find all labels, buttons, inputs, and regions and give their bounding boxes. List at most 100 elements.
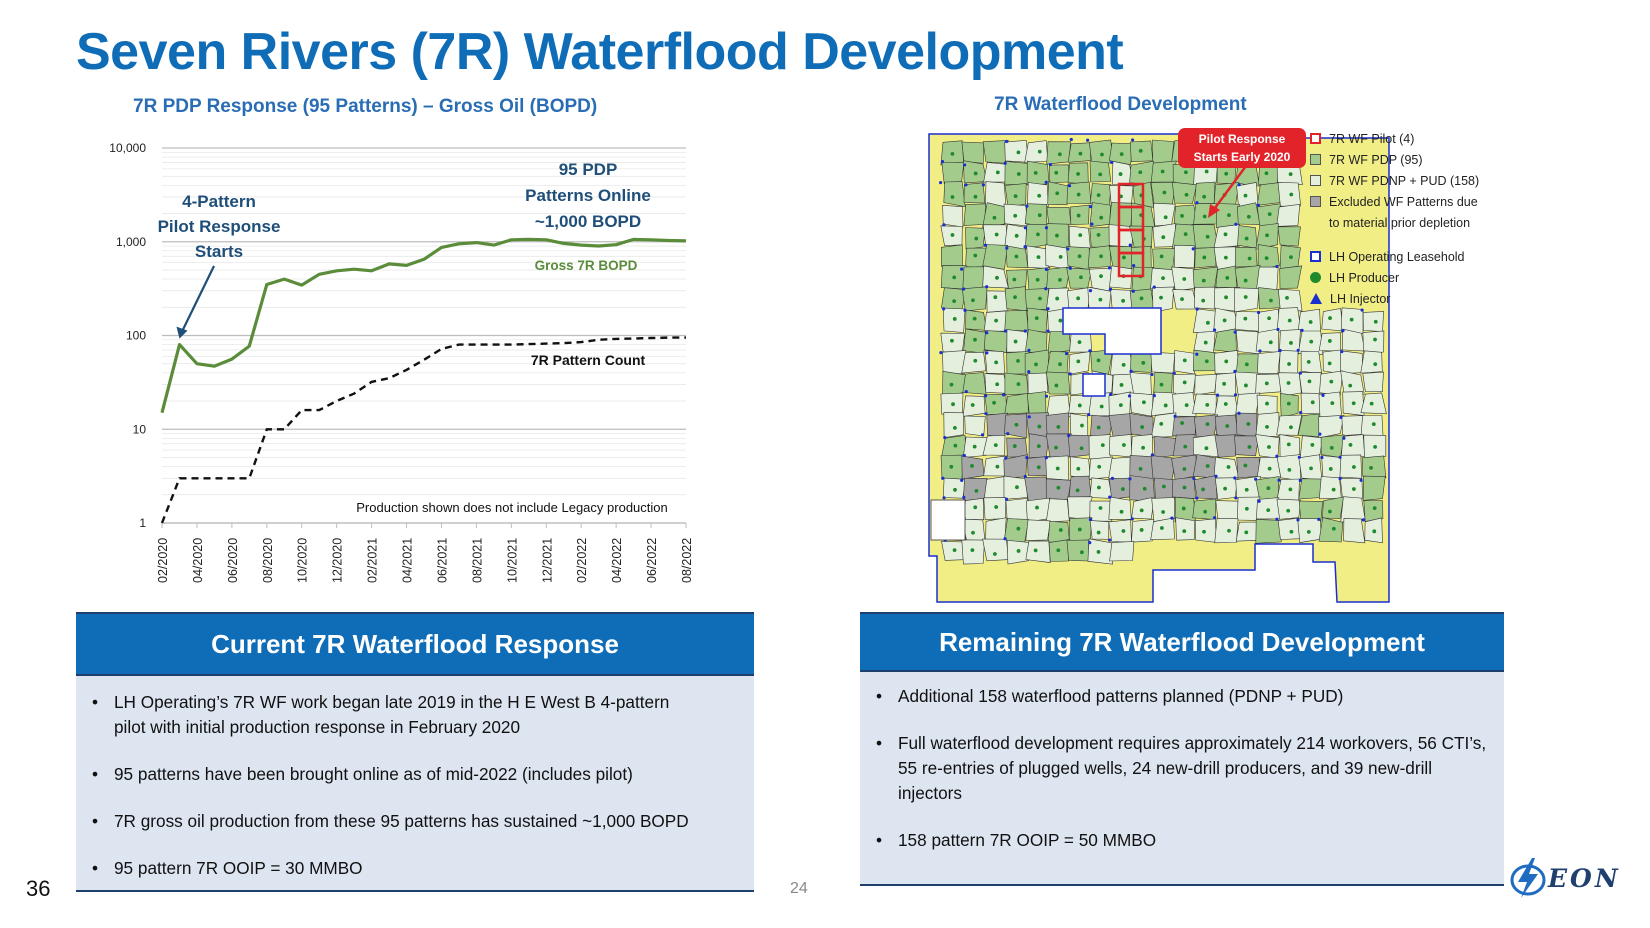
- producer-well-icon: [1243, 193, 1248, 198]
- waterflood-pattern: [940, 244, 963, 267]
- waterflood-pattern: [1046, 351, 1069, 376]
- producer-well-icon: [1076, 213, 1081, 218]
- waterflood-pattern: [1255, 519, 1282, 544]
- producer-well-icon: [1267, 316, 1271, 321]
- injector-well-icon: [1003, 329, 1008, 333]
- injector-well-icon: [1108, 287, 1113, 291]
- producer-well-icon: [1184, 170, 1188, 175]
- injector-well-icon: [1359, 478, 1363, 482]
- injector-well-icon: [1275, 517, 1279, 521]
- waterflood-pattern: [1192, 454, 1218, 479]
- injector-well-icon: [1023, 245, 1027, 249]
- y-tick-label: 10: [133, 422, 147, 436]
- injector-well-icon: [941, 476, 945, 480]
- producer-well-icon: [1349, 317, 1354, 322]
- injector-well-icon: [1341, 329, 1345, 333]
- waterflood-pattern: [1236, 456, 1260, 479]
- injector-well-icon: [1237, 183, 1241, 187]
- injector-well-icon: [942, 496, 946, 500]
- producer-well-icon: [1288, 487, 1293, 492]
- waterflood-pattern: [983, 162, 1009, 183]
- pilot-annotation-line: Starts: [195, 242, 243, 261]
- legend-label: 7R WF PDNP + PUD (158): [1329, 174, 1480, 188]
- waterflood-pattern: [982, 202, 1009, 228]
- producer-well-icon: [1139, 528, 1144, 532]
- producer-well-icon: [1058, 255, 1063, 259]
- waterflood-pattern: [1192, 434, 1219, 458]
- producer-well-icon: [1119, 509, 1124, 514]
- injector-well-icon: [981, 183, 985, 187]
- injector-well-icon: [1256, 310, 1261, 315]
- producer-well-icon: [1286, 401, 1291, 406]
- producer-well-icon: [1159, 382, 1164, 387]
- current-response-panel: Current 7R Waterflood Response LH Operat…: [76, 612, 754, 892]
- producer-well-icon: [1076, 296, 1081, 301]
- x-tick-label: 08/2022: [680, 538, 694, 583]
- producer-well-icon: [1076, 359, 1081, 364]
- waterflood-pattern: [983, 330, 1009, 353]
- y-tick-label: 1: [139, 516, 146, 530]
- producer-well-icon: [1205, 422, 1210, 426]
- excluded-tract: [1082, 373, 1106, 397]
- injector-well-icon: [963, 308, 967, 312]
- producer-well-icon: [1351, 401, 1356, 406]
- producer-well-icon: [1267, 466, 1272, 471]
- injector-well-icon: [1108, 495, 1112, 499]
- injector-well-icon: [1195, 496, 1199, 500]
- producer-well-icon: [1075, 488, 1080, 493]
- injector-well-icon: [1195, 352, 1199, 356]
- logo-text: EON: [1548, 864, 1621, 893]
- producer-well-icon: [1243, 295, 1248, 299]
- waterflood-pattern: [1214, 517, 1239, 544]
- waterflood-pattern: [1067, 434, 1093, 458]
- producer-well-icon: [1080, 423, 1084, 428]
- producer-well-icon: [1329, 446, 1334, 450]
- producer-well-icon: [1184, 403, 1189, 408]
- x-tick-label: 02/2022: [575, 538, 589, 583]
- waterflood-pattern: [1108, 496, 1132, 520]
- producer-well-icon: [1016, 172, 1021, 176]
- waterflood-pattern: [1339, 454, 1363, 479]
- producer-well-icon: [1078, 151, 1083, 156]
- injector-well-icon: [1023, 329, 1027, 333]
- producer-well-icon: [1243, 463, 1248, 468]
- injector-triangle-icon: [1310, 293, 1322, 304]
- producer-well-icon: [1038, 296, 1042, 301]
- producer-well-icon: [1037, 424, 1042, 429]
- waterflood-pattern: [942, 204, 964, 228]
- producer-well-icon: [1054, 445, 1058, 450]
- producer-well-icon: [1266, 508, 1271, 513]
- waterflood-pattern: [1341, 415, 1365, 436]
- waterflood-pattern: [1152, 139, 1175, 165]
- injector-well-icon: [1108, 392, 1113, 397]
- waterflood-pattern: [1192, 498, 1217, 520]
- waterflood-pattern: [1153, 202, 1176, 227]
- waterflood-pattern: [1003, 518, 1030, 543]
- producer-well-icon: [1079, 275, 1083, 280]
- producer-well-icon: [1331, 526, 1336, 531]
- waterflood-pattern: [1299, 435, 1324, 460]
- producer-well-icon: [1203, 509, 1208, 514]
- producer-well-icon: [994, 232, 999, 237]
- producer-well-icon: [1244, 506, 1249, 511]
- injector-well-icon: [985, 351, 989, 355]
- waterflood-pattern: [961, 351, 987, 374]
- producer-well-icon: [1118, 172, 1123, 176]
- injector-well-icon: [1233, 476, 1237, 480]
- waterflood-pattern: [941, 161, 965, 185]
- slide-number: 36: [26, 876, 51, 901]
- waterflood-pattern: [1129, 475, 1155, 502]
- waterflood-pattern: [1024, 203, 1048, 227]
- legend-item: Excluded WF Patterns due: [1310, 195, 1478, 209]
- injector-well-icon: [985, 331, 989, 335]
- producer-well-icon: [1141, 445, 1145, 450]
- injector-well-icon: [1298, 371, 1302, 375]
- waterflood-pattern: [1025, 540, 1051, 563]
- waterflood-pattern: [1150, 412, 1177, 439]
- lightning-bolt-icon: [1510, 858, 1546, 898]
- producer-well-icon: [1096, 233, 1101, 237]
- producer-well-icon: [1054, 170, 1059, 175]
- producer-well-icon: [1138, 148, 1143, 153]
- injector-well-icon: [964, 390, 968, 394]
- producer-well-icon: [1204, 169, 1209, 174]
